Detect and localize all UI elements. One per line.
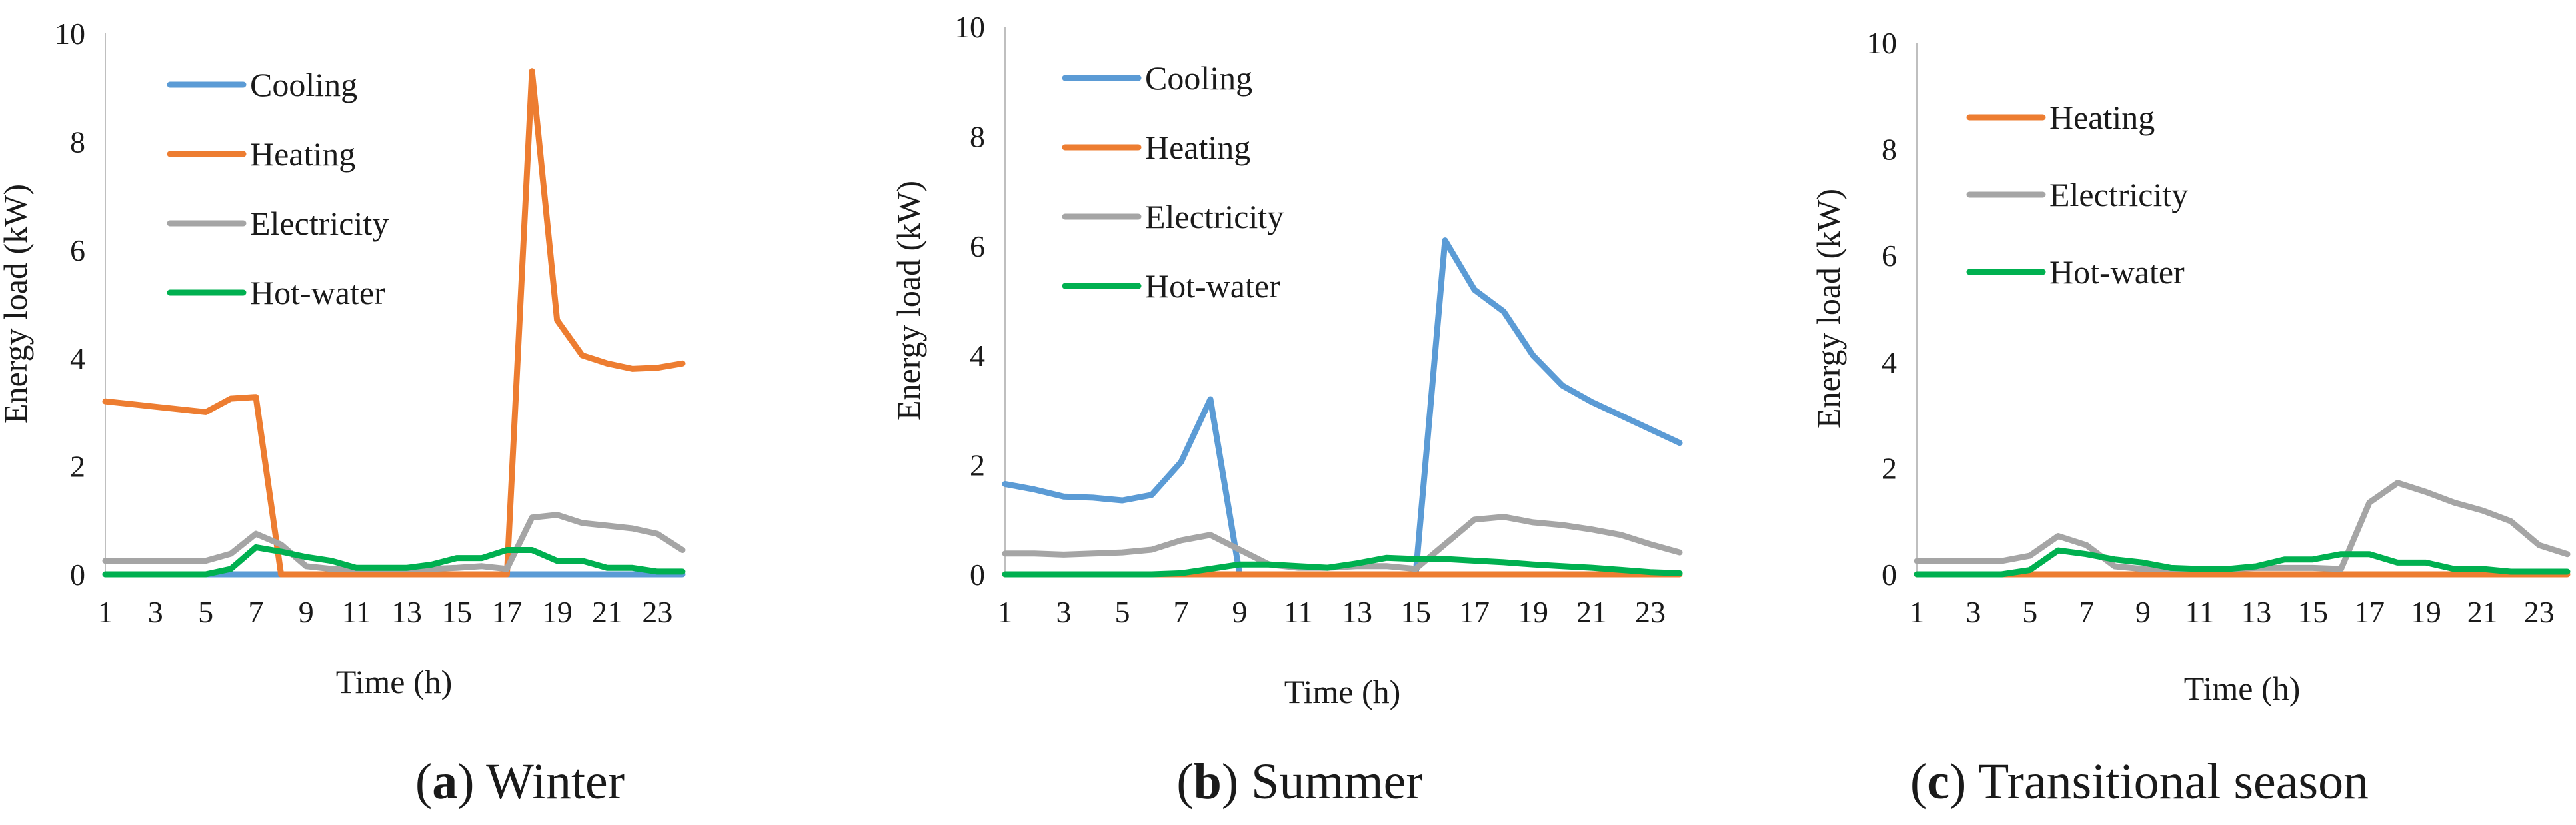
x-tick-label: 11 (1284, 595, 1313, 629)
legend-label: Electricity (1145, 198, 1284, 235)
legend-label: Heating (1145, 129, 1250, 166)
x-tick-label: 9 (1232, 595, 1248, 629)
y-tick-label: 10 (1866, 26, 1897, 60)
x-tick-label: 3 (1965, 595, 1981, 629)
y-tick-label: 0 (1882, 558, 1897, 592)
caption-text: Transitional season (1977, 754, 2369, 810)
legend-label: Hot-water (1145, 267, 1280, 305)
y-tick-label: 8 (970, 119, 985, 153)
x-tick-label: 7 (2079, 595, 2094, 629)
x-tick-label: 23 (642, 595, 672, 629)
y-tick-label: 2 (970, 448, 985, 482)
caption-label: c (1927, 754, 1949, 810)
x-tick-label: 9 (299, 595, 314, 629)
legend-label: Hot-water (250, 274, 385, 311)
caption-label: b (1193, 754, 1222, 810)
caption-winter: (a) Winter (415, 754, 625, 810)
y-tick-label: 8 (70, 125, 85, 159)
x-tick-label: 5 (1115, 595, 1130, 629)
series-line-hot-water (1914, 547, 2571, 578)
y-tick-label: 0 (70, 558, 85, 592)
x-tick-label: 21 (1576, 595, 1607, 629)
series-line-electricity (1914, 480, 2571, 572)
x-tick-label: 11 (2185, 595, 2214, 629)
caption-transitional: (c) Transitional season (1910, 754, 2369, 810)
x-tick-label: 15 (441, 595, 472, 629)
x-tick-label: 9 (2135, 595, 2151, 629)
y-tick-label: 6 (970, 229, 985, 263)
y-tick-label: 4 (970, 339, 985, 373)
legend-label: Electricity (250, 205, 389, 242)
x-tick-label: 7 (248, 595, 263, 629)
x-tick-label: 5 (198, 595, 213, 629)
series-line-electricity (102, 512, 686, 572)
x-tick-label: 21 (592, 595, 623, 629)
y-tick-label: 0 (970, 558, 985, 592)
x-tick-label: 5 (2022, 595, 2037, 629)
y-tick-label: 2 (1882, 451, 1897, 485)
x-tick-label: 19 (2411, 595, 2441, 629)
x-tick-label: 1 (98, 595, 113, 629)
legend-label: Cooling (1145, 59, 1252, 97)
y-tick-label: 10 (55, 17, 85, 51)
x-tick-label: 19 (542, 595, 573, 629)
x-tick-label: 1 (1910, 595, 1925, 629)
legend-label: Hot-water (2049, 253, 2185, 291)
y-tick-label: 4 (70, 341, 85, 375)
y-tick-label: 6 (1882, 239, 1897, 273)
y-tick-label: 8 (1882, 133, 1897, 167)
x-tick-label: 13 (391, 595, 422, 629)
x-axis-title: Time (h) (1284, 673, 1401, 710)
x-tick-label: 15 (1400, 595, 1431, 629)
x-tick-label: 1 (998, 595, 1013, 629)
series-line-heating (102, 68, 686, 578)
x-tick-label: 11 (341, 595, 371, 629)
x-tick-label: 19 (1518, 595, 1548, 629)
y-axis-title: Energy load (kW) (0, 184, 34, 424)
series-line-hot-water (102, 544, 686, 578)
series-line-cooling (1002, 237, 1683, 578)
x-tick-label: 23 (1635, 595, 1666, 629)
series-line-hot-water (1002, 554, 1683, 578)
x-tick-label: 15 (2297, 595, 2328, 629)
y-tick-label: 2 (70, 450, 85, 484)
y-axis-title: Energy load (kW) (890, 181, 927, 420)
series-line-electricity (1002, 514, 1683, 572)
caption-text: Winter (486, 754, 625, 810)
caption-text: Summer (1251, 754, 1423, 810)
y-tick-label: 6 (70, 233, 85, 267)
y-axis-title: Energy load (kW) (1810, 189, 1847, 428)
y-tick-label: 10 (954, 10, 985, 44)
x-tick-label: 17 (1459, 595, 1490, 629)
x-tick-label: 3 (148, 595, 163, 629)
caption-summer: (b) Summer (1176, 754, 1423, 810)
x-tick-label: 3 (1056, 595, 1072, 629)
x-tick-label: 23 (2524, 595, 2555, 629)
legend-label: Heating (2049, 99, 2155, 136)
y-tick-label: 4 (1882, 345, 1897, 379)
legend-label: Cooling (250, 66, 357, 103)
x-tick-label: 13 (2241, 595, 2271, 629)
legend-label: Electricity (2049, 176, 2188, 213)
x-axis-title: Time (h) (336, 663, 453, 700)
legend-label: Heating (250, 135, 355, 173)
x-tick-label: 17 (491, 595, 522, 629)
x-tick-label: 7 (1174, 595, 1189, 629)
x-tick-label: 13 (1342, 595, 1372, 629)
x-tick-label: 21 (2467, 595, 2498, 629)
caption-label: a (432, 754, 458, 810)
x-axis-title: Time (h) (2184, 670, 2301, 707)
x-tick-label: 17 (2354, 595, 2385, 629)
